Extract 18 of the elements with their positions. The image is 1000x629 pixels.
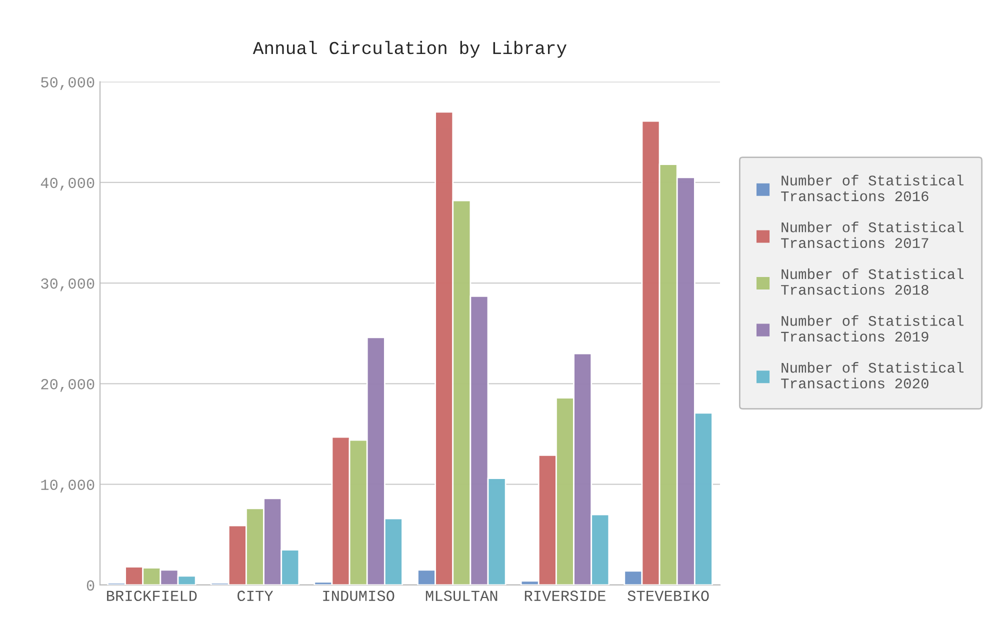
- y-tick-label: 40,000: [40, 178, 94, 191]
- legend-label: Number of Statistical Transactions 2016: [781, 174, 964, 202]
- x-tick-label: INDUMISO: [323, 590, 394, 602]
- y-tick-label: 20,000: [41, 379, 94, 392]
- x-tick-label: BRICKFIELD: [107, 590, 197, 602]
- x-tick-label: STEVEBIKO: [628, 590, 709, 602]
- legend-label: Number of Statistical Transactions 2019: [781, 315, 964, 342]
- x-tick-label: CITY: [238, 590, 274, 602]
- y-tick-label: 0: [86, 580, 94, 591]
- y-tick-label: 30,000: [41, 278, 94, 292]
- x-tick-label: MLSULTAN: [426, 590, 498, 602]
- chart-title: Annual Circulation by Library: [252, 40, 566, 58]
- y-tick-label: 50,000: [41, 77, 94, 90]
- legend-label: Number of Statistical Transactions 2017: [781, 222, 964, 248]
- y-tick-label: 10,000: [41, 480, 94, 493]
- legend-label: Number of Statistical Transactions 2018: [781, 268, 964, 295]
- x-tick-label: RIVERSIDE: [524, 590, 606, 602]
- legend-label: Number of Statistical Transactions 2020: [781, 362, 964, 388]
